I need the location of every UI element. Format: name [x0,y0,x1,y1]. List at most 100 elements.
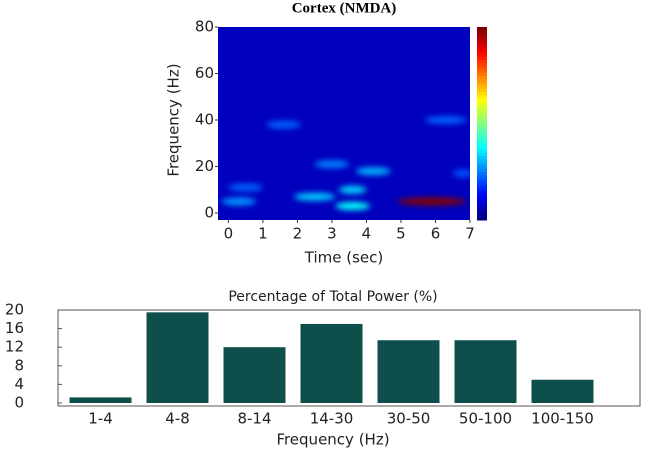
bar [454,340,517,403]
bar [300,323,363,403]
colorbar-step [477,91,487,96]
colorbar-step [477,75,487,79]
power-blob [397,197,467,206]
spectrogram: Cortex (NMDA) 0 20 40 60 80 0 1 2 3 4 5 6 7 Time (sec)… [165,0,487,267]
colorbar-step [477,191,487,195]
colorbar-step [477,194,487,198]
colorbar-step [477,136,487,141]
power-blob [356,167,391,176]
colorbar-step [477,216,487,221]
colorbar-step [477,65,487,70]
power-blob [293,192,336,201]
colorbar-step [477,27,487,31]
colorbar-step [477,68,487,73]
colorbar-step [477,78,487,83]
colorbar-step [477,52,487,57]
x-tick-label: 5 [396,225,406,243]
colorbar-step [477,97,487,102]
colorbar-step [477,55,487,60]
colorbar-step [477,49,487,54]
colorbar-step [477,197,487,202]
power-blob [266,120,301,129]
colorbar-step [477,81,487,86]
y-tick-label: 0 [14,394,24,412]
y-tick-label: 40 [195,111,214,129]
power-blob [425,116,467,125]
bar [377,340,440,403]
y-tick-label: 0 [204,204,214,222]
colorbar-step [477,62,487,67]
colorbar-step [477,213,487,218]
colorbar-step [477,43,487,47]
x-tick-label: 30-50 [387,410,431,428]
colorbar-step [477,210,487,215]
colorbar-step [477,133,487,137]
colorbar-step [477,168,487,173]
x-tick-label: 50-100 [459,410,512,428]
colorbar-step [477,126,487,131]
colorbar-step [477,152,487,157]
colorbar-step [477,117,487,121]
power-blob [338,185,367,194]
colorbar-step [477,107,487,112]
colorbar-step [477,184,487,189]
y-tick-label: 8 [14,356,24,374]
x-tick-label: 2 [293,225,303,243]
colorbar-step [477,165,487,170]
colorbar-step [477,104,487,108]
chart-title: Cortex (NMDA) [292,0,397,16]
bar [69,397,132,403]
colorbar-step [477,200,487,205]
x-tick-label: 7 [465,225,475,243]
colorbar-step [477,139,487,144]
colorbar-step [477,158,487,163]
x-tick-label: 8-14 [237,410,271,428]
plot-frame [57,309,641,407]
blob-layer [221,116,470,211]
x-tick-label: 4-8 [165,410,190,428]
colorbar-step [477,207,487,211]
bar [146,312,209,403]
y-tick-label: 60 [195,64,214,82]
x-axis-label: Frequency (Hz) [276,431,389,449]
colorbar-step [477,162,487,166]
colorbar-step [477,171,487,176]
colorbar-step [477,100,487,105]
colorbar-step [477,33,487,38]
bar [531,379,594,403]
colorbar-step [477,94,487,99]
x-axis-label: Time (sec) [304,249,383,267]
colorbar-step [477,120,487,124]
x-tick-label: 14-30 [310,410,354,428]
power-blob [228,183,263,192]
y-tick-label: 80 [195,18,214,36]
power-blob [314,160,350,169]
y-tick-label: 4 [14,375,24,393]
colorbar-step [477,72,487,76]
colorbar-step [477,30,487,34]
colorbar-step [477,178,487,182]
colorbar-step [477,88,487,92]
x-tick-label: 4 [362,225,372,243]
x-tick-label: 1-4 [88,410,113,428]
colorbar-step [477,84,487,89]
bar [223,347,286,403]
colorbar-step [477,129,487,134]
power-blob [452,169,470,178]
y-tick-label: 12 [5,338,24,356]
x-tick-label: 0 [224,225,234,243]
y-tick-label: 16 [5,319,24,337]
power-blob [221,197,256,206]
y-tick-label: 20 [5,301,24,319]
colorbar-step [477,149,487,153]
colorbar-step [477,39,487,44]
power-blob [335,202,370,211]
colorbar-step [477,181,487,186]
colorbar-step [477,59,487,63]
chart-title: Percentage of Total Power (%) [228,289,437,305]
colorbar-step [477,187,487,192]
colorbar-step [477,110,487,115]
colorbar-step [477,146,487,150]
